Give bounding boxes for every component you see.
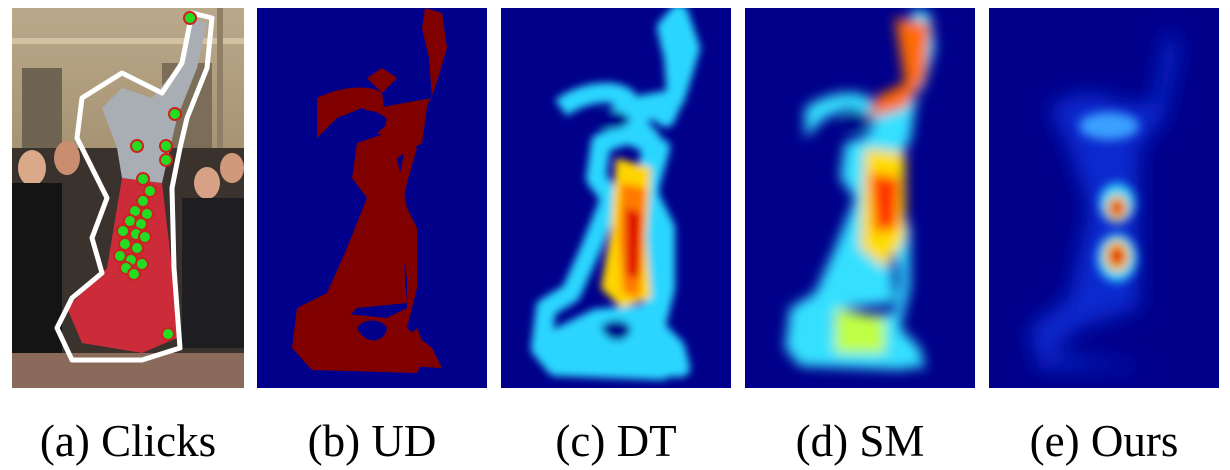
panel-b-ud-map [257,8,487,388]
caption-b: (b) UD [307,416,437,466]
ours-map [989,8,1219,388]
click-markers [113,11,197,341]
ud-silhouette [312,8,447,368]
caption-d: (d) SM [795,416,925,466]
panel-a-clicks-image [12,8,244,388]
caption-e: (e) Ours [1029,416,1179,466]
panel-d-sm-map [745,8,975,388]
panel-c-dt-map [501,8,731,388]
dt-map [501,8,731,388]
caption-a: (a) Clicks [39,416,217,466]
ud-map [257,8,487,388]
clicks-photo [12,8,244,388]
caption-c: (c) DT [555,416,677,466]
panel-e-ours-map [989,8,1219,388]
sm-map [745,8,975,388]
